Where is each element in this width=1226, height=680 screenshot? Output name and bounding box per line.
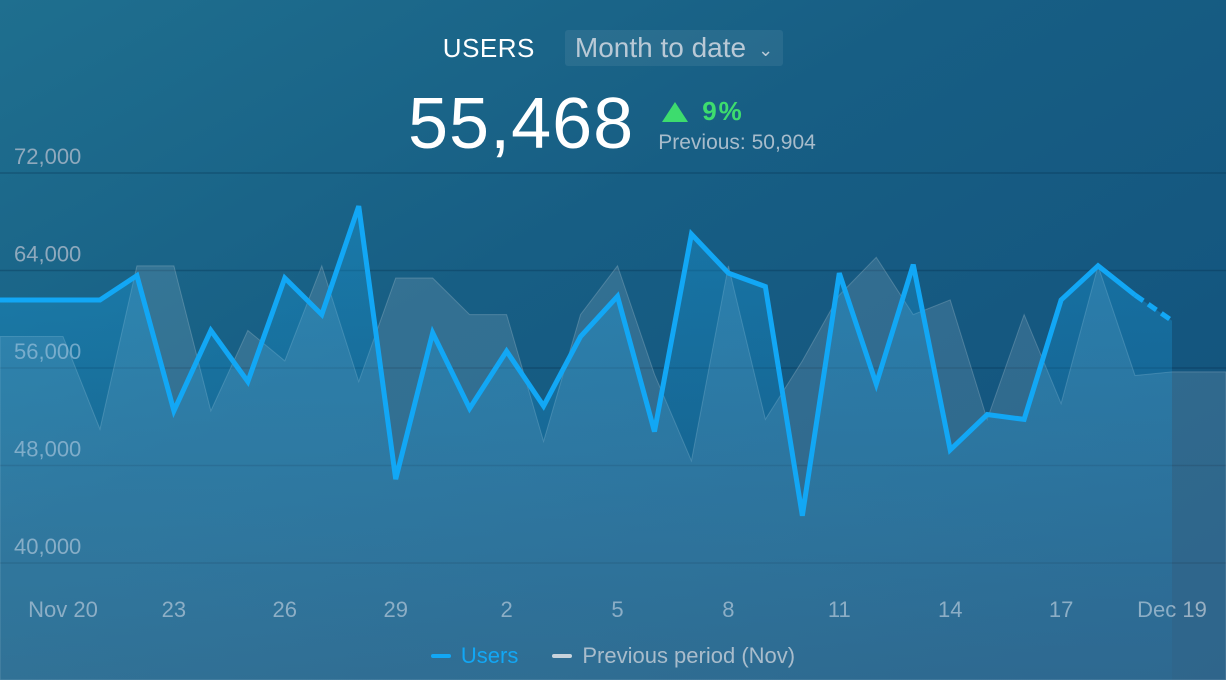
previous-swatch	[552, 654, 573, 658]
triangle-up-icon	[662, 101, 689, 122]
y-tick-label: 64,000	[14, 242, 81, 267]
users-swatch	[430, 654, 451, 658]
users-line	[0, 205, 1137, 517]
legend-label-users: Users	[460, 643, 519, 668]
metric-summary: 55,468 9% Previous: 50,904	[408, 82, 816, 166]
y-tick-label: 72,000	[14, 144, 81, 169]
users-projection-line	[1133, 293, 1174, 323]
date-range-select[interactable]: Month to date ⌄	[564, 30, 784, 66]
legend-label-previous: Previous period (Nov)	[582, 643, 796, 668]
legend-item-users[interactable]: Users	[430, 643, 519, 669]
metric-header: USERS Month to date ⌄	[0, 30, 1226, 66]
chevron-down-icon: ⌄	[758, 39, 774, 60]
change-indicator: 9% Previous: 50,904	[658, 96, 816, 155]
metric-title: USERS	[442, 32, 535, 63]
change-percent: 9%	[702, 96, 744, 126]
previous-value: Previous: 50,904	[658, 131, 816, 154]
legend-item-previous[interactable]: Previous period (Nov)	[552, 643, 795, 669]
users-area	[0, 206, 1172, 680]
chart-legend: Users Previous period (Nov)	[0, 643, 1226, 669]
series	[0, 205, 1226, 680]
date-range-label: Month to date	[574, 32, 747, 63]
metric-value: 55,468	[408, 84, 635, 164]
